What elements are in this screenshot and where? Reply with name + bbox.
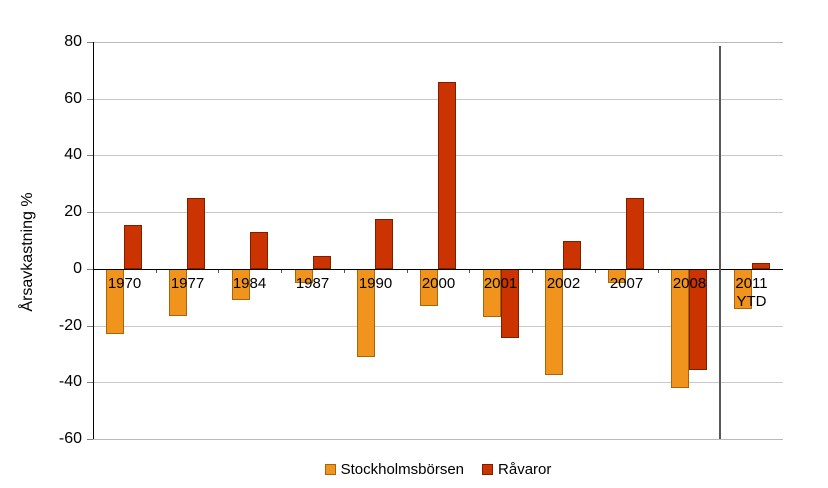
x-category-label: 2008 xyxy=(672,275,707,292)
bar-ravaror-1977 xyxy=(187,198,205,269)
bar-ravaror-2007 xyxy=(626,198,644,269)
x-tick-mark xyxy=(658,269,659,273)
x-tick-mark xyxy=(156,269,157,273)
x-category-label: 1977 xyxy=(170,275,205,292)
y-tick-mark xyxy=(87,269,93,270)
legend-marker-ravaror-icon xyxy=(482,464,494,475)
y-tick-label: -20 xyxy=(58,317,82,334)
y-tick-label: 60 xyxy=(64,90,82,107)
x-category-label: 2001 xyxy=(483,275,518,292)
gridline xyxy=(93,42,783,43)
x-category-label: 2000 xyxy=(421,275,456,292)
x-category-label: 1984 xyxy=(232,275,267,292)
x-tick-mark xyxy=(532,269,533,273)
x-tick-mark xyxy=(469,269,470,273)
y-tick-mark xyxy=(87,439,93,440)
legend-label: Stockholmsbörsen xyxy=(340,461,465,478)
bar-ravaror-2011-ytd xyxy=(752,263,770,269)
bar-ravaror-2000 xyxy=(438,82,456,269)
x-tick-mark xyxy=(344,269,345,273)
legend-item-stockholmsborsen: Stockholmsbörsen xyxy=(324,461,465,478)
y-tick-mark xyxy=(87,326,93,327)
x-category-label: 2011 YTD xyxy=(735,275,768,310)
bar-ravaror-1990 xyxy=(375,219,393,269)
x-tick-mark xyxy=(407,269,408,273)
x-tick-mark xyxy=(281,269,282,273)
x-axis-line xyxy=(93,269,783,270)
bar-ravaror-1987 xyxy=(313,256,331,269)
x-category-label: 1987 xyxy=(295,275,330,292)
bar-ravaror-1984 xyxy=(250,232,268,269)
y-tick-label: 40 xyxy=(64,146,82,163)
y-tick-mark xyxy=(87,212,93,213)
y-tick-label: 80 xyxy=(64,33,82,50)
legend-item-ravaror: Råvaror xyxy=(482,461,551,478)
y-tick-label: 0 xyxy=(73,260,82,277)
gridline xyxy=(93,382,783,383)
y-tick-label: -40 xyxy=(58,373,82,390)
y-tick-mark xyxy=(87,382,93,383)
x-category-label: 1970 xyxy=(107,275,142,292)
y-tick-mark xyxy=(87,155,93,156)
legend-label: Råvaror xyxy=(498,461,552,478)
x-category-label: 1990 xyxy=(358,275,393,292)
bar-ravaror-1970 xyxy=(124,225,142,269)
x-category-label: 2002 xyxy=(546,275,581,292)
gridline xyxy=(93,439,783,440)
legend: Stockholmsbörsen Råvaror xyxy=(93,461,783,478)
y-tick-mark xyxy=(87,99,93,100)
y-tick-label: -60 xyxy=(58,430,82,447)
x-tick-mark xyxy=(595,269,596,273)
gridline xyxy=(93,326,783,327)
x-tick-mark xyxy=(218,269,219,273)
y-tick-mark xyxy=(87,42,93,43)
y-axis-line xyxy=(93,42,94,439)
x-category-label: 2007 xyxy=(609,275,644,292)
legend-marker-stockholmsborsen-icon xyxy=(324,464,336,475)
bar-ravaror-2002 xyxy=(563,241,581,269)
ytd-separator-line xyxy=(719,46,721,439)
y-tick-label: 20 xyxy=(64,203,82,220)
